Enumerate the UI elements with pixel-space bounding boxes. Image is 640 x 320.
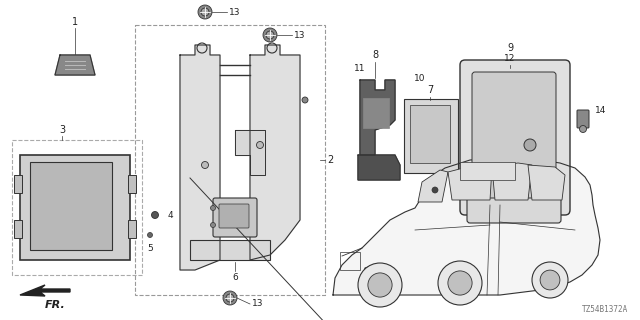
Polygon shape — [20, 285, 70, 296]
Ellipse shape — [438, 261, 482, 305]
Polygon shape — [492, 163, 532, 200]
Ellipse shape — [432, 187, 438, 193]
Bar — [128, 220, 136, 238]
Text: 13: 13 — [229, 7, 241, 17]
Ellipse shape — [368, 273, 392, 297]
Text: 8: 8 — [372, 50, 378, 60]
Text: 11: 11 — [355, 63, 365, 73]
Text: 1: 1 — [72, 17, 78, 27]
Bar — [460, 162, 515, 180]
Ellipse shape — [226, 294, 234, 302]
Bar — [190, 240, 270, 260]
Bar — [30, 162, 112, 250]
Text: FR.: FR. — [45, 300, 65, 310]
Polygon shape — [418, 170, 448, 202]
Text: 3: 3 — [59, 125, 65, 135]
Text: 14: 14 — [595, 106, 606, 115]
Text: 6: 6 — [232, 274, 238, 283]
Ellipse shape — [147, 233, 152, 237]
Text: 7: 7 — [427, 85, 433, 95]
Text: 5: 5 — [147, 244, 153, 252]
Text: 13: 13 — [294, 30, 306, 39]
FancyBboxPatch shape — [20, 155, 130, 260]
Ellipse shape — [223, 291, 237, 305]
Ellipse shape — [263, 28, 277, 42]
FancyBboxPatch shape — [460, 60, 570, 215]
Bar — [363, 98, 389, 128]
Ellipse shape — [266, 31, 274, 39]
Ellipse shape — [540, 270, 560, 290]
Ellipse shape — [579, 125, 586, 132]
Ellipse shape — [211, 205, 216, 211]
Bar — [410, 105, 450, 163]
Ellipse shape — [202, 162, 209, 169]
FancyBboxPatch shape — [404, 99, 458, 173]
Bar — [128, 175, 136, 193]
Text: 13: 13 — [252, 300, 264, 308]
Text: TZ54B1372A: TZ54B1372A — [582, 305, 628, 314]
Bar — [14, 175, 22, 193]
Ellipse shape — [358, 263, 402, 307]
Text: 12: 12 — [504, 53, 516, 62]
Polygon shape — [528, 165, 565, 200]
Polygon shape — [55, 55, 95, 75]
Bar — [135, 25, 325, 295]
Text: 10: 10 — [414, 74, 426, 83]
Text: 2: 2 — [327, 155, 333, 165]
Ellipse shape — [211, 222, 216, 228]
FancyBboxPatch shape — [213, 198, 257, 237]
Bar — [14, 220, 22, 238]
Ellipse shape — [302, 97, 308, 103]
Bar — [12, 140, 142, 275]
Ellipse shape — [201, 8, 209, 16]
Polygon shape — [250, 45, 300, 260]
Ellipse shape — [448, 271, 472, 295]
Ellipse shape — [198, 5, 212, 19]
Polygon shape — [235, 130, 265, 175]
Polygon shape — [333, 158, 600, 295]
Polygon shape — [358, 155, 400, 180]
FancyBboxPatch shape — [219, 204, 249, 228]
FancyBboxPatch shape — [467, 187, 561, 223]
Text: 15: 15 — [222, 207, 234, 217]
Text: 4: 4 — [168, 211, 173, 220]
Text: 9: 9 — [507, 43, 513, 53]
Ellipse shape — [152, 212, 159, 219]
FancyBboxPatch shape — [472, 72, 556, 198]
Ellipse shape — [257, 141, 264, 148]
Ellipse shape — [532, 262, 568, 298]
Polygon shape — [360, 80, 395, 155]
Ellipse shape — [524, 139, 536, 151]
Bar — [340, 252, 360, 270]
FancyBboxPatch shape — [577, 110, 589, 128]
Polygon shape — [180, 45, 220, 270]
Polygon shape — [448, 165, 492, 200]
